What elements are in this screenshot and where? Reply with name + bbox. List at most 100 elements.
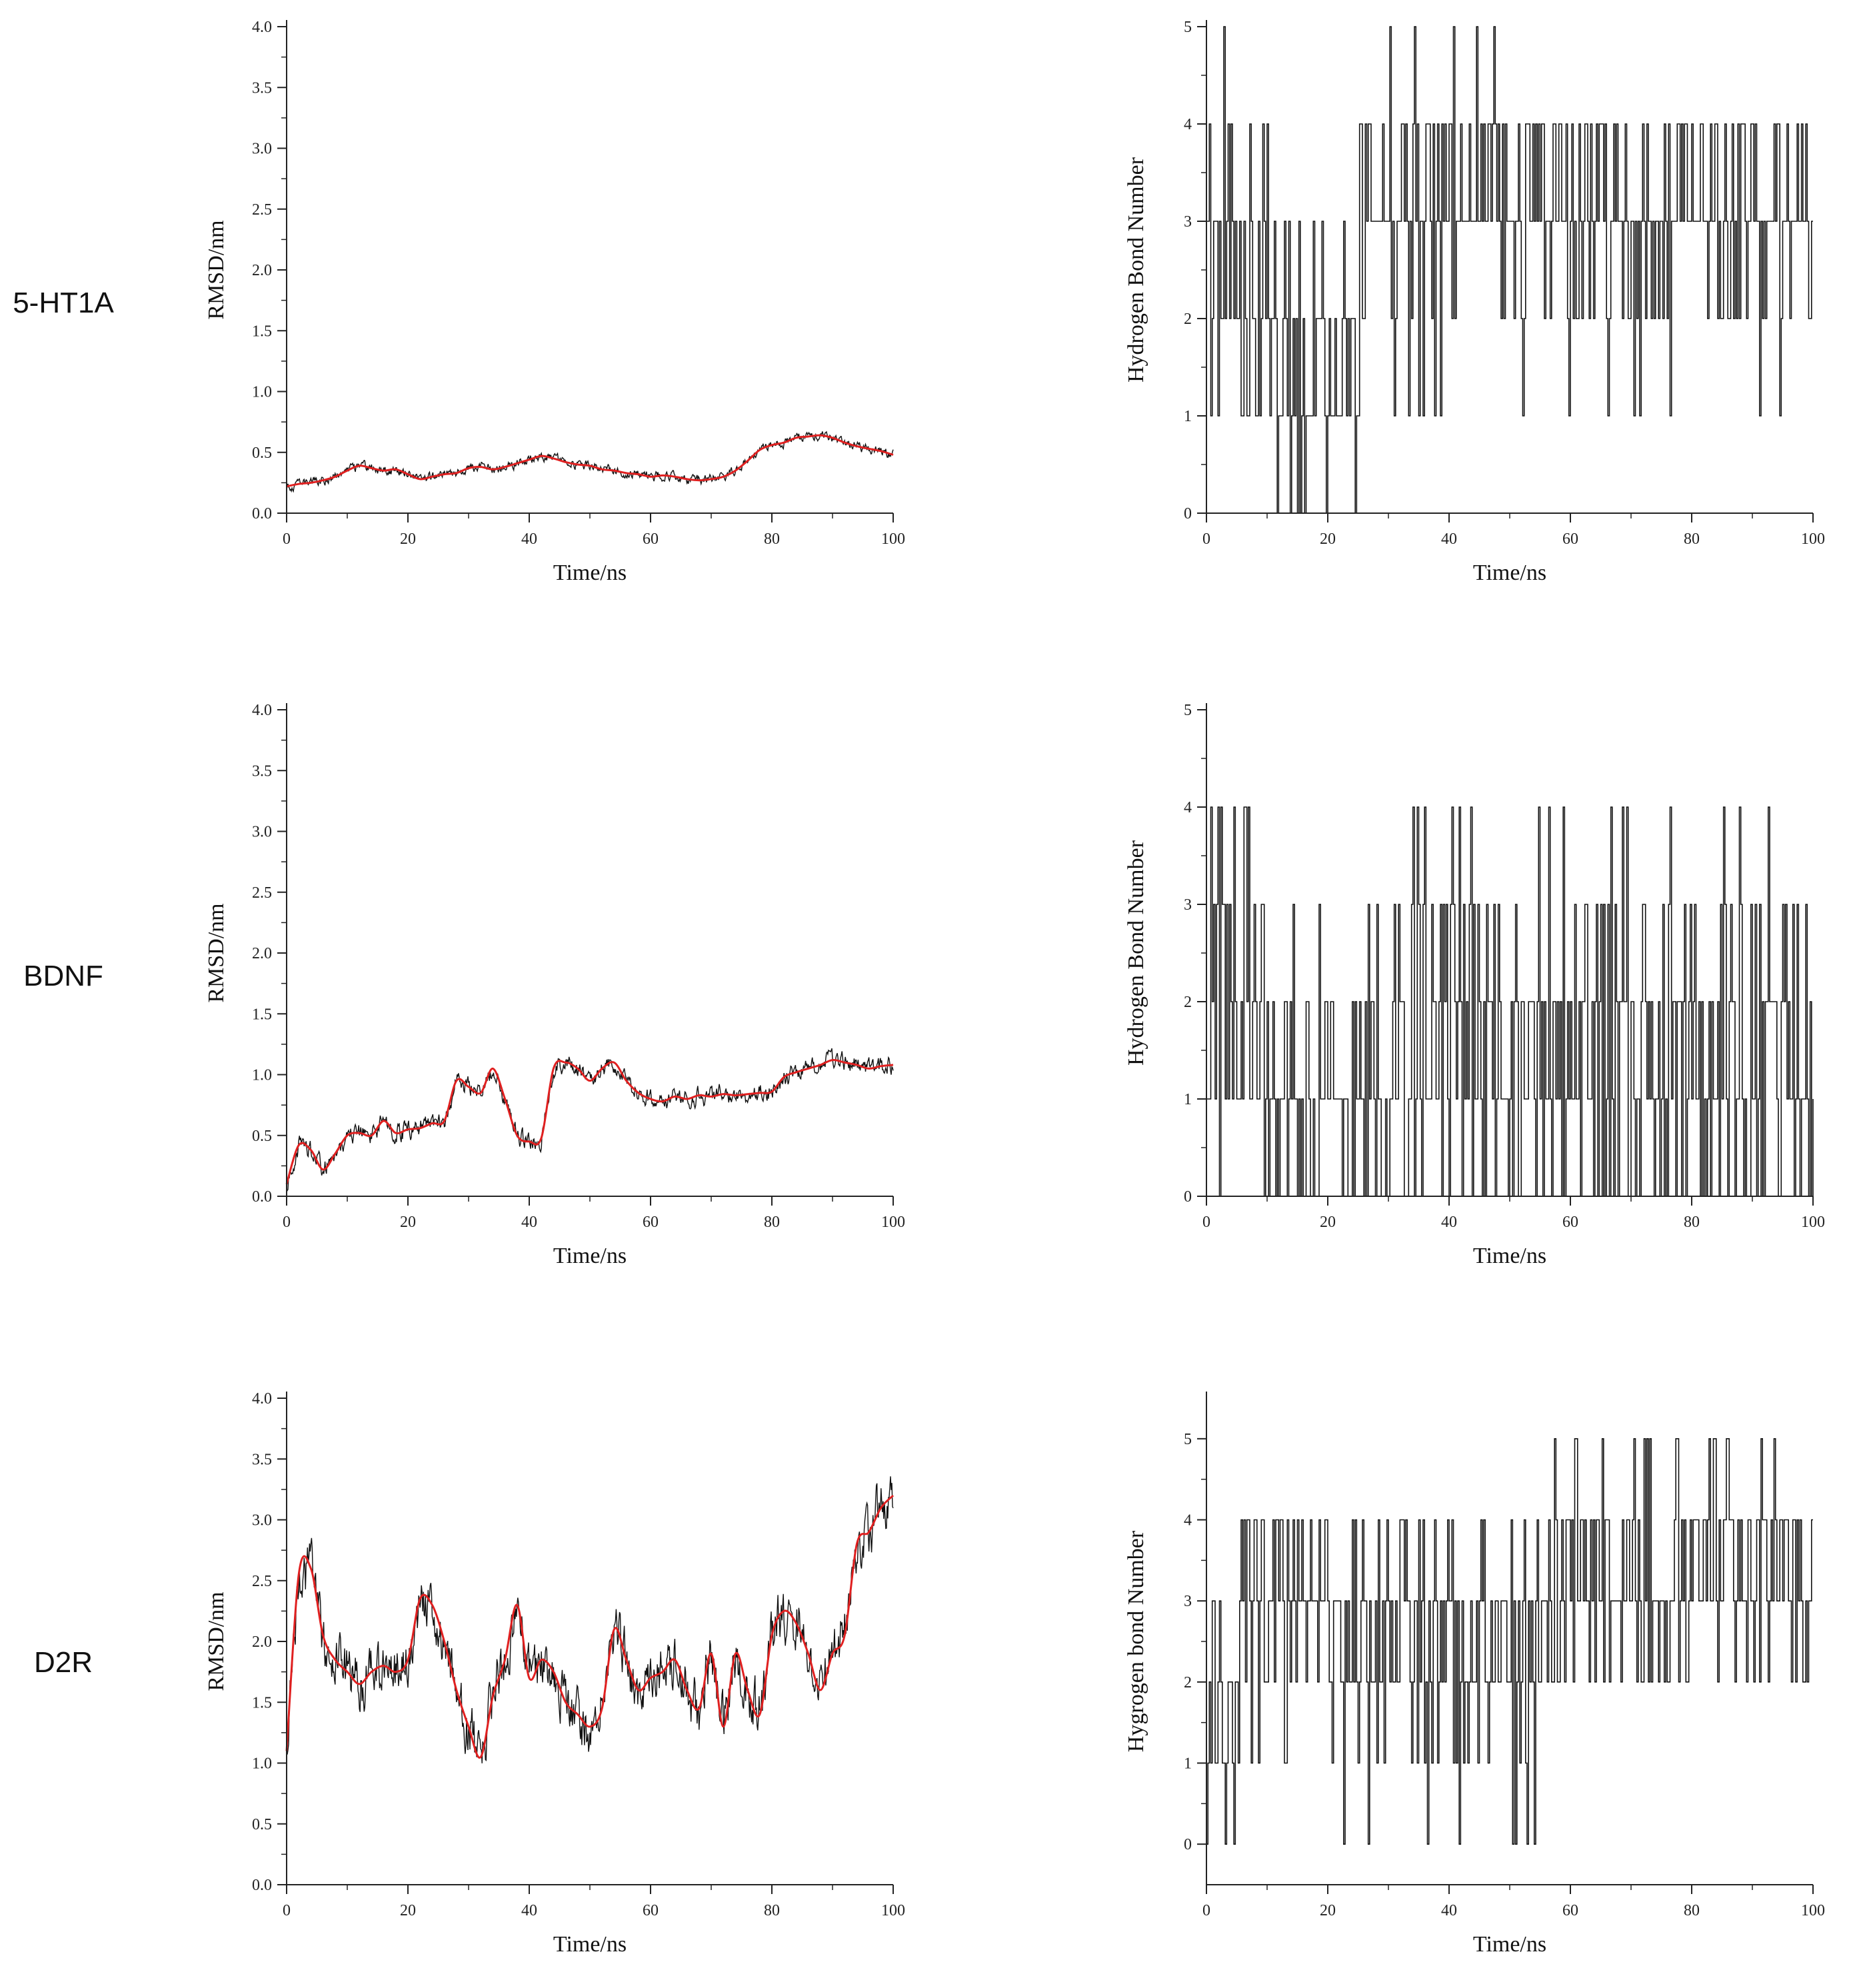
y-tick-label: 0	[1184, 1188, 1192, 1206]
y-tick-label: 5	[1184, 1431, 1192, 1448]
x-tick-label: 20	[1320, 1214, 1336, 1231]
y-tick-label: 1.5	[252, 323, 272, 340]
y-tick-label: 1.5	[252, 1006, 272, 1023]
x-axis-title: Time/ns	[1473, 1244, 1546, 1268]
hbond-chart-5ht1a: 0 20 40 60 80 100 0 1 2 3 4 5 Time/ns Hydrogen Bond N…	[1124, 19, 1825, 585]
y-axis-title: RMSD/nm	[204, 220, 229, 319]
x-tick-label: 20	[400, 1214, 416, 1231]
y-tick-label: 2	[1184, 1674, 1192, 1691]
y-tick-label: 1	[1184, 1755, 1192, 1773]
row-label-bdnf: BDNF	[23, 960, 103, 992]
y-tick-label: 2.5	[252, 884, 272, 902]
x-tick-label: 100	[1801, 1214, 1825, 1231]
y-tick-label: 2	[1184, 311, 1192, 328]
y-tick-label: 2.5	[252, 201, 272, 219]
x-tick-label: 100	[881, 1214, 905, 1231]
x-tick-label: 80	[764, 530, 780, 548]
rmsd-smoothed-series-line	[285, 1059, 894, 1185]
x-tick-label: 100	[881, 530, 905, 548]
y-tick-label: 4.0	[252, 19, 272, 36]
hbond-series-line	[1206, 1438, 1813, 1845]
y-tick-label: 2.0	[252, 1633, 272, 1651]
y-tick-label: 3.0	[252, 824, 272, 841]
x-tick-label: 60	[643, 530, 659, 548]
x-tick-label: 60	[1562, 1902, 1578, 1919]
x-axis-title: Time/ns	[553, 560, 627, 585]
y-tick-label: 3	[1184, 213, 1192, 231]
rmsd-chart-bdnf: 0 20 40 60 80 100 0.0 0.5 1.0 1.5 2.0 2.5 3.0 3.5 4.0 T…	[204, 702, 905, 1268]
rmsd-raw-series-line	[286, 431, 894, 493]
row-label-d2r: D2R	[33, 1646, 93, 1679]
y-tick-label: 0	[1184, 1836, 1192, 1853]
x-tick-label: 80	[764, 1902, 780, 1919]
y-tick-label: 0.5	[252, 1128, 272, 1145]
x-tick-label: 60	[1562, 530, 1578, 548]
x-tick-label: 40	[521, 530, 537, 548]
y-tick-label: 2	[1184, 994, 1192, 1011]
x-tick-label: 20	[400, 1902, 416, 1919]
x-tick-label: 40	[521, 1902, 537, 1919]
y-tick-label: 1.0	[252, 1755, 272, 1773]
y-tick-label: 2.5	[252, 1573, 272, 1590]
rmsd-raw-series-line	[286, 1476, 894, 1763]
y-tick-label: 1.0	[252, 384, 272, 401]
y-tick-label: 4.0	[252, 702, 272, 719]
hbond-chart-d2r: 0 20 40 60 80 100 0 1 2 3 4 5 Time/ns Hygrogen bond N…	[1124, 1392, 1825, 1957]
x-axis-title: Time/ns	[553, 1932, 627, 1957]
y-tick-label: 1	[1184, 1091, 1192, 1108]
rmsd-raw-series-line	[286, 1048, 894, 1192]
x-tick-label: 80	[1684, 530, 1700, 548]
y-tick-label: 2.0	[252, 262, 272, 279]
y-tick-label: 3	[1184, 1593, 1192, 1610]
x-tick-label: 60	[1562, 1214, 1578, 1231]
x-tick-label: 100	[881, 1902, 905, 1919]
y-axis-title: Hygrogen bond Number	[1124, 1530, 1148, 1752]
x-axis-title: Time/ns	[1473, 560, 1546, 585]
y-tick-label: 0.5	[252, 445, 272, 462]
x-tick-label: 60	[643, 1214, 659, 1231]
y-tick-label: 0	[1184, 505, 1192, 522]
rmsd-chart-5ht1a: 0 20 40 60 80 100 0.0 0.5 1.0 1.5 2.0 2.5 3.0 3.5 4.0 T…	[204, 19, 905, 585]
x-tick-label: 40	[521, 1214, 537, 1231]
x-tick-label: 20	[1320, 1902, 1336, 1919]
y-tick-label: 3	[1184, 896, 1192, 914]
y-tick-label: 1	[1184, 408, 1192, 425]
x-tick-label: 60	[643, 1902, 659, 1919]
x-tick-label: 80	[1684, 1902, 1700, 1919]
y-tick-label: 0.0	[252, 1877, 272, 1894]
y-axis-title: Hydrogen Bond Number	[1124, 840, 1148, 1066]
x-axis-title: Time/ns	[553, 1244, 627, 1268]
y-tick-label: 0.5	[252, 1816, 272, 1833]
x-tick-label: 80	[764, 1214, 780, 1231]
hbond-series-line	[1206, 26, 1813, 514]
row-label-5ht1a: 5-HT1A	[13, 287, 114, 319]
x-tick-label: 100	[1801, 530, 1825, 548]
y-tick-label: 1.0	[252, 1067, 272, 1084]
x-tick-label: 20	[1320, 530, 1336, 548]
y-tick-label: 3.5	[252, 1451, 272, 1468]
y-tick-label: 4.0	[252, 1390, 272, 1408]
x-tick-label: 40	[1441, 1214, 1457, 1231]
y-tick-label: 4	[1184, 799, 1192, 816]
x-tick-label: 0	[283, 530, 291, 548]
x-tick-label: 0	[1202, 1214, 1210, 1231]
hbond-series-line	[1206, 806, 1814, 1197]
y-tick-label: 0.0	[252, 1188, 272, 1206]
y-tick-label: 3.0	[252, 1512, 272, 1529]
y-axis-title: RMSD/nm	[204, 1591, 229, 1691]
hbond-chart-bdnf: 0 20 40 60 80 100 0 1 2 3 4 5 Time/ns Hydrogen Bond N…	[1124, 702, 1825, 1268]
y-tick-label: 2.0	[252, 945, 272, 962]
x-tick-label: 40	[1441, 530, 1457, 548]
y-axis-title: RMSD/nm	[204, 903, 229, 1002]
x-tick-label: 0	[283, 1214, 291, 1231]
x-tick-label: 0	[1202, 1902, 1210, 1919]
y-axis-title: Hydrogen Bond Number	[1124, 157, 1148, 383]
rmsd-smoothed-series-line	[285, 1494, 895, 1759]
y-tick-label: 4	[1184, 1512, 1192, 1529]
y-tick-label: 3.5	[252, 762, 272, 780]
y-tick-label: 4	[1184, 116, 1192, 133]
x-tick-label: 0	[283, 1902, 291, 1919]
y-tick-label: 5	[1184, 702, 1192, 719]
y-tick-label: 5	[1184, 19, 1192, 36]
